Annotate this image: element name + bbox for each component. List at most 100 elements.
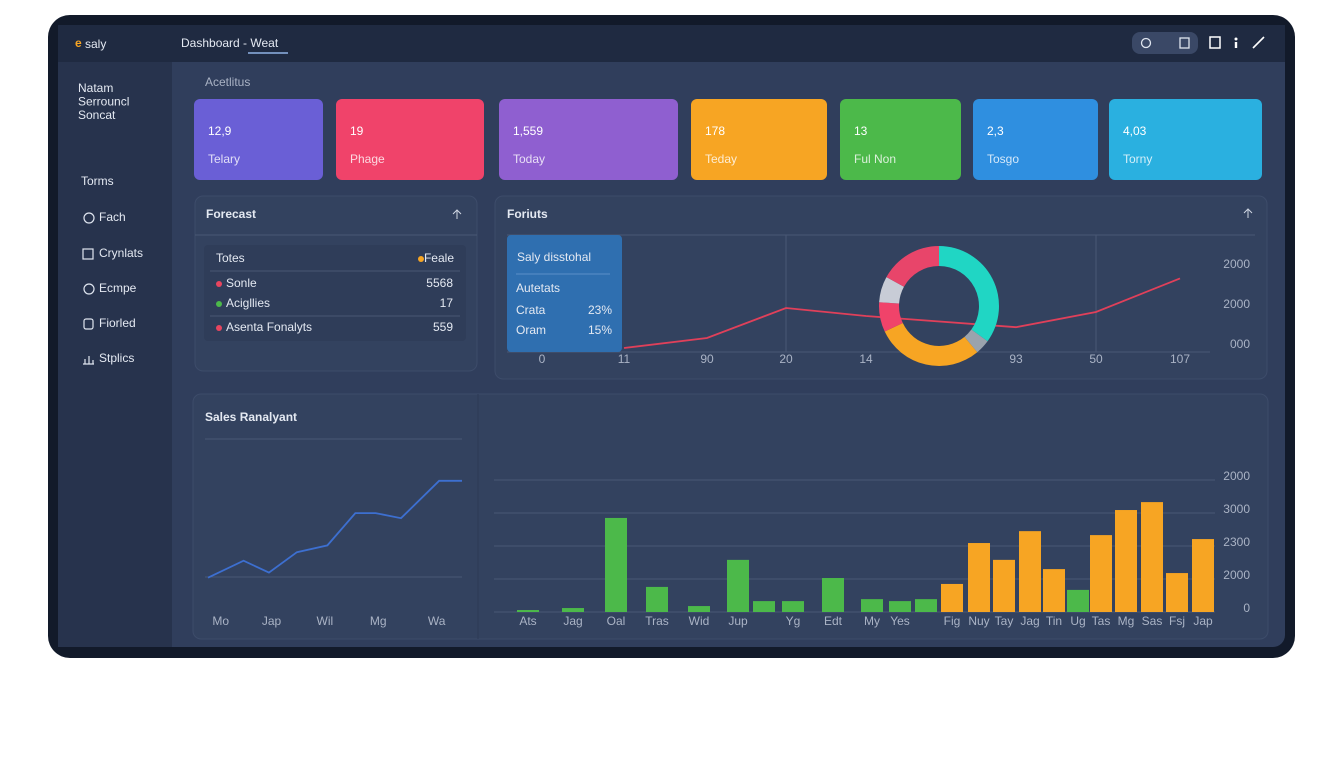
kpi-label: Ful Non [854, 152, 896, 166]
tooltip [507, 235, 622, 352]
x-tick-label: Nuy [968, 614, 989, 628]
x-tick-label: Fsj [1169, 614, 1185, 628]
table-header: Feale [424, 251, 454, 265]
top-bar [58, 25, 1285, 62]
bar [688, 606, 710, 612]
y-tick-label: 2000 [1223, 297, 1250, 311]
file-icon[interactable] [1209, 36, 1221, 49]
bar [753, 601, 775, 612]
icon [83, 283, 95, 295]
icon [83, 356, 94, 365]
kpi-value: 2,3 [987, 124, 1004, 138]
bar [605, 517, 627, 612]
bar [861, 599, 883, 612]
kpi-value: 178 [705, 124, 725, 138]
y-tick-label: 2300 [1223, 535, 1250, 549]
x-tick-label: 90 [700, 352, 714, 366]
row-value: 5568 [426, 276, 453, 290]
bar [727, 559, 749, 612]
y-tick-label: 0 [1243, 601, 1250, 615]
x-tick-label: Mo [212, 614, 229, 628]
tooltip-title: Saly disstohal [517, 250, 591, 264]
bar [782, 601, 804, 612]
row-value: 17 [440, 296, 454, 310]
bar [941, 583, 963, 612]
search-icon [1140, 37, 1152, 49]
row-value: 559 [433, 320, 453, 334]
nav-item[interactable]: Stplics [99, 351, 134, 365]
tab[interactable]: Dashboard - Weat [181, 36, 279, 50]
kpi-label: Torny [1123, 152, 1152, 166]
row-dot [216, 301, 222, 307]
y-tick-label: 2000 [1223, 469, 1250, 483]
x-tick-label: 20 [779, 352, 793, 366]
row-dot [216, 325, 222, 331]
doc-icon [1179, 37, 1190, 49]
sidebar-heading: Serrouncl [78, 95, 129, 109]
x-tick-label: Yg [786, 614, 801, 628]
bar [1043, 569, 1065, 612]
sales-chart: Mo Jap Wil Mg Wa 0 2000 2300 3000 2000 Ats Jag Oal Tr… [207, 469, 1250, 628]
logo-mark: e [75, 36, 82, 50]
donut-segment [964, 329, 988, 353]
kpi-card [499, 99, 678, 180]
icon [83, 212, 95, 224]
kpi-label: Tosgo [987, 152, 1019, 166]
x-tick-label: Tas [1092, 614, 1111, 628]
bar [915, 599, 937, 612]
nav-item[interactable]: Torms [81, 174, 114, 188]
nav-item[interactable]: Fiorled [99, 316, 136, 330]
kpi-card [840, 99, 961, 180]
bar [1067, 589, 1089, 612]
bar [1192, 539, 1214, 612]
bar [646, 586, 668, 612]
x-tick-label: Wil [317, 614, 334, 628]
menu-icon[interactable] [1234, 37, 1238, 41]
row-name: Asenta Fonalyts [226, 320, 312, 334]
panel-title: Foriuts [507, 207, 548, 221]
kpi-value: 13 [854, 124, 868, 138]
foriuts-panel [494, 195, 1268, 380]
nav-item[interactable]: Fach [99, 210, 126, 224]
panel-icon[interactable] [1243, 208, 1253, 218]
x-tick-label: My [864, 614, 880, 628]
kpi-value: 19 [350, 124, 364, 138]
line [623, 277, 1181, 349]
kpi-card [973, 99, 1098, 180]
tooltip-row-name: Oram [516, 323, 546, 337]
kpi-label: Teday [705, 152, 737, 166]
x-tick-label: Edt [824, 614, 843, 628]
donut-segment [879, 302, 903, 332]
kpi-card [691, 99, 827, 180]
bar [517, 610, 539, 612]
kpi-value: 12,9 [208, 124, 232, 138]
x-tick-label: Jag [1020, 614, 1039, 628]
expand-icon[interactable] [1252, 36, 1265, 49]
x-tick-label: Fig [944, 614, 961, 628]
foriuts-chart: 000 2000 2000 0 11 90 20 14 93 50 107 [539, 246, 1250, 366]
kpi-value: 1,559 [513, 124, 543, 138]
logo: saly [85, 37, 106, 51]
panel-title: Sales Ranalyant [205, 410, 297, 424]
bar [1090, 535, 1112, 612]
nav-item[interactable]: Crynlats [99, 246, 143, 260]
sidebar [58, 62, 172, 647]
bar [1115, 510, 1137, 612]
x-tick-label: Yes [890, 614, 910, 628]
kpi-card [194, 99, 323, 180]
x-tick-label: Sas [1142, 614, 1163, 628]
panel-icon[interactable] [452, 209, 462, 219]
x-tick-label: Jap [1193, 614, 1213, 628]
x-tick-label: Tras [645, 614, 669, 628]
y-tick-label: 2000 [1223, 257, 1250, 271]
sidebar-heading: Natam [78, 81, 113, 95]
x-tick-label: Ug [1070, 614, 1085, 628]
donut-segment [884, 323, 978, 366]
bar [822, 578, 844, 612]
nav-item[interactable]: Ecmpe [99, 281, 137, 295]
tooltip-row-name: Crata [516, 303, 546, 317]
x-tick-label: 50 [1089, 352, 1103, 366]
